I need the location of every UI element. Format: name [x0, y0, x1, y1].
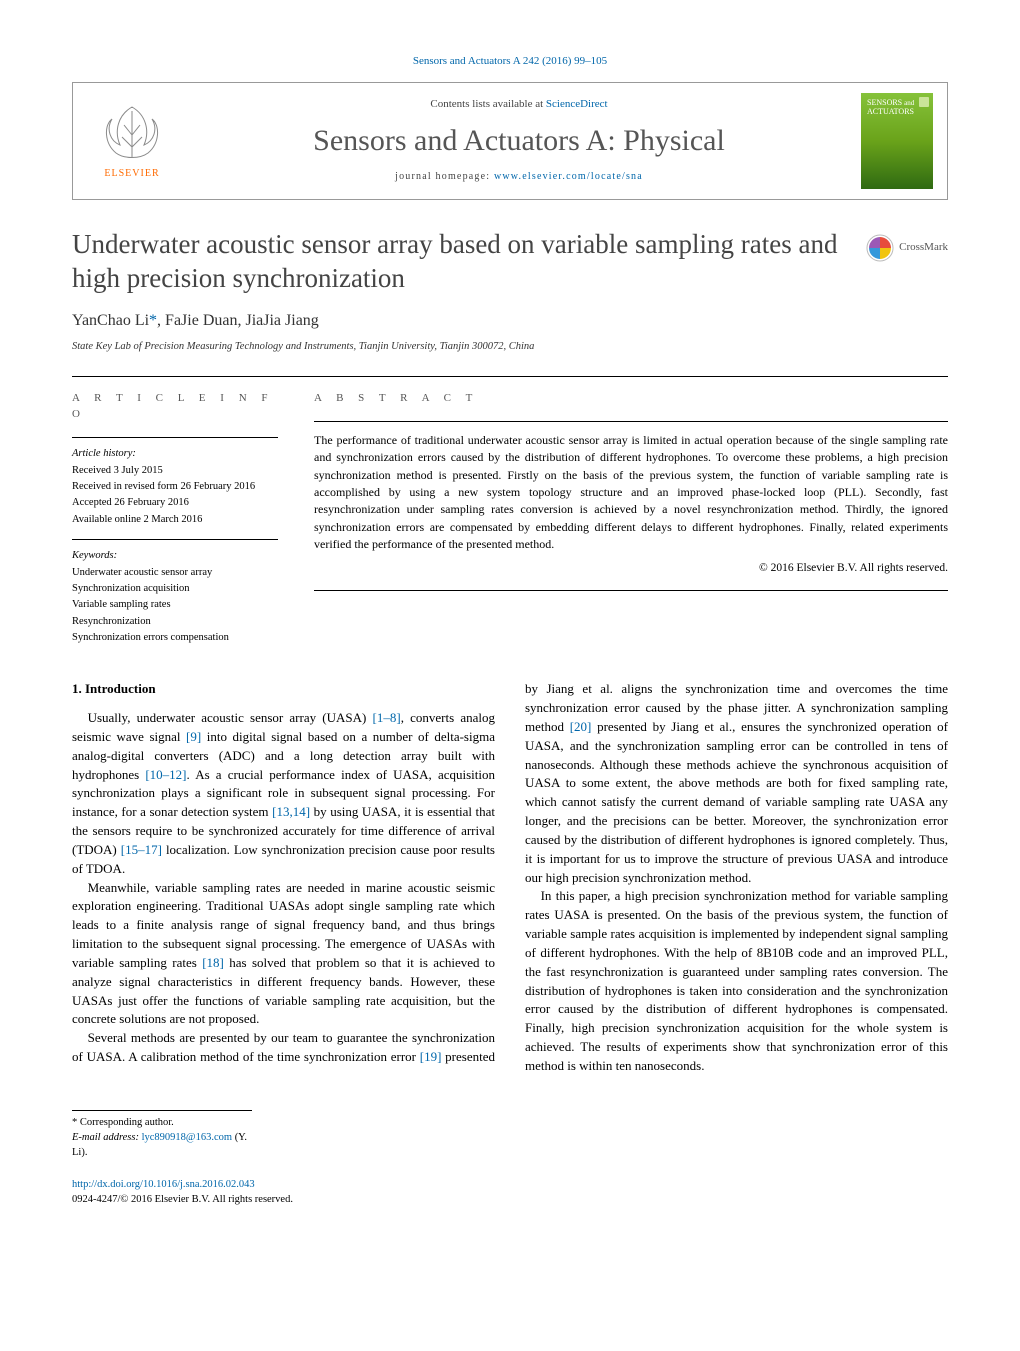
article-title: Underwater acoustic sensor array based o… [72, 228, 846, 296]
contents-line: Contents lists available at ScienceDirec… [191, 97, 847, 113]
keyword: Variable sampling rates [72, 597, 278, 612]
keyword: Synchronization errors compensation [72, 630, 278, 645]
author-1: YanChao Li [72, 312, 149, 329]
crossmark-icon [866, 234, 894, 262]
history-received: Received 3 July 2015 [72, 463, 278, 478]
history-accepted: Accepted 26 February 2016 [72, 495, 278, 510]
cover-badge-icon [919, 97, 929, 107]
ref-link[interactable]: [15–17] [121, 842, 162, 857]
ref-link[interactable]: [10–12] [145, 767, 186, 782]
elsevier-tree-icon [100, 101, 164, 165]
elsevier-logo: ELSEVIER [87, 96, 177, 186]
email-line: E-mail address: lyc890918@163.com (Y. Li… [72, 1130, 252, 1160]
footer-meta: http://dx.doi.org/10.1016/j.sna.2016.02.… [72, 1177, 948, 1207]
crossmark-badge[interactable]: CrossMark [866, 234, 948, 262]
doi-link[interactable]: http://dx.doi.org/10.1016/j.sna.2016.02.… [72, 1179, 255, 1190]
email-link[interactable]: lyc890918@163.com [142, 1132, 232, 1143]
history-online: Available online 2 March 2016 [72, 512, 278, 527]
footnotes: * Corresponding author. E-mail address: … [72, 1110, 252, 1161]
abstract-label: A B S T R A C T [314, 391, 948, 407]
issn-line: 0924-4247/© 2016 Elsevier B.V. All right… [72, 1194, 293, 1205]
contents-prefix: Contents lists available at [430, 98, 545, 110]
authors-rest: , FaJie Duan, JiaJia Jiang [157, 312, 319, 329]
abstract-text: The performance of traditional underwate… [314, 432, 948, 554]
ref-link[interactable]: [20] [570, 719, 592, 734]
ref-link[interactable]: [9] [186, 729, 201, 744]
journal-cover-thumb: SENSORS and ACTUATORS [861, 93, 933, 189]
ref-link[interactable]: [1–8] [373, 710, 401, 725]
keyword: Resynchronization [72, 614, 278, 629]
homepage-line: journal homepage: www.elsevier.com/locat… [191, 170, 847, 185]
keyword: Synchronization acquisition [72, 581, 278, 596]
body-columns: 1. Introduction Usually, underwater acou… [72, 680, 948, 1076]
ref-link[interactable]: [13,14] [272, 804, 310, 819]
citation-link[interactable]: Sensors and Actuators A 242 (2016) 99–10… [413, 55, 607, 67]
corresponding-note: * Corresponding author. [72, 1115, 252, 1130]
journal-header: ELSEVIER Contents lists available at Sci… [72, 82, 948, 200]
citation-bar: Sensors and Actuators A 242 (2016) 99–10… [72, 54, 948, 70]
keyword: Underwater acoustic sensor array [72, 565, 278, 580]
homepage-link[interactable]: www.elsevier.com/locate/sna [494, 171, 643, 182]
corresponding-mark: * [149, 312, 157, 329]
ref-link[interactable]: [19] [420, 1049, 442, 1064]
cover-text-2: ACTUATORS [867, 108, 927, 117]
elsevier-logotype: ELSEVIER [104, 167, 159, 182]
para-4: In this paper, a high precision synchron… [525, 887, 948, 1075]
article-info-label: A R T I C L E I N F O [72, 391, 278, 423]
abstract-copyright: © 2016 Elsevier B.V. All rights reserved… [314, 560, 948, 577]
homepage-prefix: journal homepage: [395, 171, 494, 182]
para-2: Meanwhile, variable sampling rates are n… [72, 879, 495, 1030]
history-revised: Received in revised form 26 February 201… [72, 479, 278, 494]
sciencedirect-link[interactable]: ScienceDirect [546, 98, 608, 110]
section-1-head: 1. Introduction [72, 680, 495, 699]
history-head: Article history: [72, 446, 278, 461]
ref-link[interactable]: [18] [202, 955, 224, 970]
keywords-head: Keywords: [72, 548, 278, 563]
crossmark-label: CrossMark [899, 240, 948, 256]
para-1: Usually, underwater acoustic sensor arra… [72, 709, 495, 879]
journal-title: Sensors and Actuators A: Physical [191, 119, 847, 163]
authors: YanChao Li*, FaJie Duan, JiaJia Jiang [72, 309, 948, 332]
affiliation: State Key Lab of Precision Measuring Tec… [72, 339, 948, 354]
